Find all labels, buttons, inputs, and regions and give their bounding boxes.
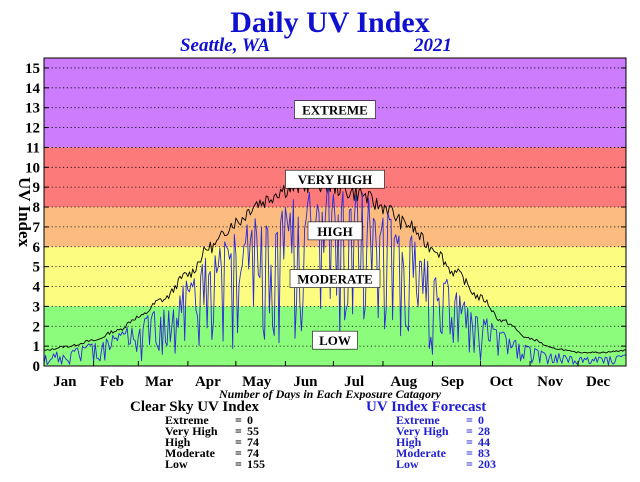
band-label-box (312, 330, 358, 350)
x-tick-label: Mar (145, 374, 174, 390)
row-equals: = (466, 424, 473, 438)
forecast-line (43, 185, 627, 366)
row-label: High (396, 435, 422, 449)
x-tick-label: Jan (53, 374, 77, 390)
y-tick-label: 15 (25, 61, 40, 77)
row-equals: = (466, 413, 473, 427)
row-value: 0 (247, 413, 253, 427)
row-equals: = (466, 435, 473, 449)
summary-row: Very High = 55 (165, 424, 259, 438)
x-axis-caption: Number of Days in Each Exposure Catagory (218, 387, 442, 400)
y-tick-label: 11 (26, 140, 40, 156)
band-label-box (307, 221, 363, 241)
row-value: 83 (478, 446, 490, 460)
summary-row: High = 74 (165, 435, 259, 449)
row-equals: = (466, 457, 473, 471)
y-tick-label: 13 (25, 101, 40, 117)
band-label-box (285, 169, 385, 189)
y-tick-label: 2 (33, 319, 41, 335)
y-tick-label: 5 (33, 260, 41, 276)
row-label: Low (396, 457, 419, 471)
uv-index-chart: Daily UV Index Seattle, WA 2021 LOW MODER… (15, 6, 627, 400)
y-tick-label: 9 (33, 180, 41, 196)
data-series (43, 174, 627, 366)
x-axis-ticks: Jan Feb Mar Apr May Jun Jul Aug Sep Oct Nov Dec (43, 361, 610, 390)
chart-title: Daily UV Index (230, 6, 429, 39)
band-label-box (294, 100, 376, 119)
row-equals: = (235, 446, 242, 460)
plot-frame (43, 57, 627, 367)
band-label: VERY HIGH (298, 172, 373, 187)
row-label: High (165, 435, 191, 449)
summary-row: Low = 155 (165, 457, 265, 471)
row-value: 44 (478, 435, 490, 449)
row-value: 28 (478, 424, 490, 438)
summary-row: High = 44 (396, 435, 490, 449)
clear-sky-summary-title: Clear Sky UV Index (130, 399, 260, 415)
row-label: Very High (396, 424, 449, 438)
year-subtitle: 2021 (413, 35, 452, 56)
x-tick-label: Oct (490, 374, 513, 390)
y-axis-label: UV Index (15, 177, 34, 248)
x-tick-label: Aug (390, 374, 417, 390)
row-equals: = (235, 424, 242, 438)
row-equals: = (235, 413, 242, 427)
x-tick-label: Jul (344, 374, 364, 390)
y-tick-label: 3 (33, 299, 41, 315)
band-label: HIGH (317, 224, 352, 239)
row-value: 155 (247, 457, 265, 471)
x-tick-label: Feb (100, 374, 124, 390)
row-value: 0 (478, 413, 484, 427)
row-value: 74 (247, 435, 259, 449)
y-tick-label: 4 (33, 280, 41, 296)
x-tick-label: Jun (293, 374, 318, 390)
row-label: Very High (165, 424, 218, 438)
x-tick-label: Sep (441, 374, 464, 390)
x-tick-label: May (242, 374, 272, 390)
band-label: EXTREME (302, 103, 368, 118)
y-tick-label: 12 (25, 121, 40, 137)
summary-row: Very High = 28 (396, 424, 490, 438)
summary-row: Moderate = 74 (165, 446, 259, 460)
clear-sky-summary: Clear Sky UV Index Extreme = 0 Very High = 5… (130, 399, 265, 471)
y-tick-label: 0 (33, 359, 41, 375)
row-value: 55 (247, 424, 259, 438)
row-label: Moderate (165, 446, 215, 460)
location-subtitle: Seattle, WA (180, 35, 270, 56)
row-label: Extreme (165, 413, 209, 427)
band-labels: LOW MODERATE HIGH VERY HIGH EXTREME (285, 100, 385, 350)
band-label-box (289, 269, 381, 288)
summary-row: Moderate = 83 (396, 446, 490, 460)
row-equals: = (235, 457, 242, 471)
x-tick-label: Dec (586, 374, 610, 390)
y-tick-label: 14 (25, 81, 41, 97)
summary-row: Extreme = 0 (396, 413, 486, 427)
row-equals: = (466, 446, 473, 460)
y-tick-label: 10 (25, 160, 40, 176)
summary-row: Low = 203 (396, 457, 496, 471)
x-tick-label: Apr (195, 374, 221, 390)
x-tick-label: Nov (537, 374, 563, 390)
row-value: 203 (478, 457, 496, 471)
y-tick-label: 8 (33, 200, 41, 216)
forecast-summary-title: UV Index Forecast (366, 399, 487, 415)
forecast-summary: UV Index Forecast Extreme = 0 Very High = 28… (366, 399, 496, 471)
row-equals: = (235, 435, 242, 449)
band-label: LOW (319, 333, 351, 348)
row-label: Low (165, 457, 188, 471)
band-label: MODERATE (297, 272, 373, 287)
clear-sky-line (43, 174, 627, 354)
y-tick-label: 6 (33, 240, 41, 256)
row-label: Extreme (396, 413, 440, 427)
row-value: 74 (247, 446, 259, 460)
summary-row: Extreme = 0 (165, 413, 259, 427)
row-label: Moderate (396, 446, 446, 460)
y-tick-label: 7 (33, 220, 41, 236)
clear-sky-summary-rows: Extreme = 0 Very High = 55 High = 74 Moderate =… (165, 413, 265, 471)
forecast-summary-rows: Extreme = 0 Very High = 28 High = 44 Moderate =… (396, 413, 496, 471)
y-tick-label: 1 (33, 339, 41, 355)
